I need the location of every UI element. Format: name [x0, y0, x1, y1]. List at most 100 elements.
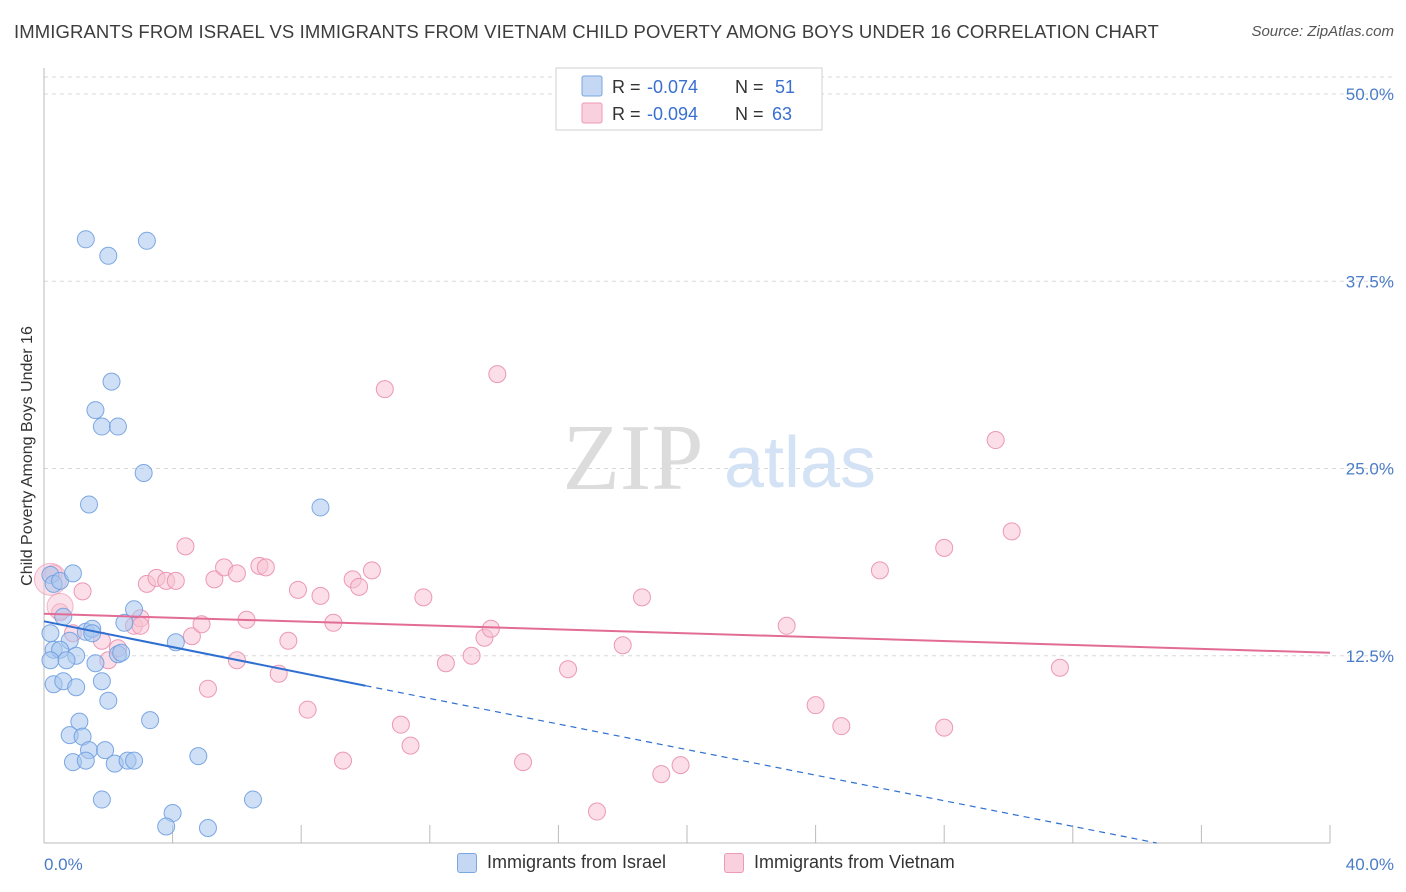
vietnam-point-58 — [1002, 522, 1021, 541]
vietnam-point-13 — [166, 571, 185, 590]
israel-point-21 — [83, 624, 102, 643]
legend-vietnam-r-label: R = — [612, 104, 641, 124]
israel-point-20 — [92, 672, 111, 691]
vietnam-point-14 — [176, 537, 195, 556]
vietnam-point-27 — [288, 580, 307, 599]
trendlines — [43, 612, 1331, 844]
israel-point-22 — [125, 600, 144, 619]
chart-title: IMMIGRANTS FROM ISRAEL VS IMMIGRANTS FRO… — [14, 21, 1159, 42]
vietnam-point-38 — [414, 588, 433, 607]
vietnam-point-57 — [986, 431, 1005, 450]
israel-point-13 — [57, 651, 76, 670]
israel-point-50 — [243, 790, 262, 809]
legend-swatch-israel — [581, 75, 603, 97]
vietnam-point-24 — [256, 558, 275, 577]
legend-swatch-vietnam-bottom — [724, 852, 744, 873]
israel-point-51 — [157, 817, 176, 836]
source-label: Source: ZipAtlas.com — [1251, 23, 1394, 40]
israel-point-14 — [86, 654, 105, 673]
vietnam-point-56 — [935, 538, 954, 557]
y-tick-label-2: 37.5% — [1346, 272, 1394, 291]
series-legend: Immigrants from Israel Immigrants from V… — [0, 852, 1406, 878]
vietnam-point-48 — [632, 588, 651, 607]
israel-point-5 — [41, 624, 60, 643]
israel-point-4 — [54, 607, 73, 626]
legend-israel-r-label: R = — [612, 77, 641, 97]
israel-point-46 — [125, 751, 144, 770]
y-tick-label-1: 25.0% — [1346, 460, 1394, 479]
vietnam-point-59 — [1050, 658, 1069, 677]
israel-point-33 — [137, 231, 156, 250]
israel-point-32 — [99, 246, 118, 265]
israel-trendline-extension — [365, 685, 1157, 844]
vietnam-point-33 — [350, 577, 369, 596]
watermark-atlas: atlas — [724, 423, 876, 503]
israel-point-26 — [86, 401, 105, 420]
vietnam-point-55 — [935, 718, 954, 737]
israel-point-43 — [76, 751, 95, 770]
vietnam-point-15 — [182, 627, 201, 646]
israel-point-48 — [92, 790, 111, 809]
vietnam-point-54 — [870, 561, 889, 580]
israel-point-30 — [134, 463, 153, 482]
israel-point-47 — [189, 747, 208, 766]
vietnam-point-34 — [362, 561, 381, 580]
x-tick-label-min: 0.0% — [44, 855, 83, 874]
legend-item-israel: Immigrants from Israel — [457, 852, 666, 873]
x-tick-label-max: 40.0% — [1346, 855, 1394, 874]
y-tick-label-0: 12.5% — [1346, 647, 1394, 666]
vietnam-point-20 — [227, 564, 246, 583]
legend-vietnam-n-label: N = — [735, 104, 764, 124]
vietnam-point-47 — [613, 636, 632, 655]
legend-item-vietnam: Immigrants from Vietnam — [724, 852, 955, 873]
vietnam-point-39 — [436, 654, 455, 673]
israel-point-3 — [63, 564, 82, 583]
watermark: ZIP atlas — [563, 406, 877, 510]
vietnam-point-50 — [671, 756, 690, 775]
vietnam-point-17 — [198, 679, 217, 698]
vietnam-point-40 — [462, 646, 481, 665]
legend-vietnam-n-value: 63 — [772, 104, 792, 124]
legend-israel-n-value: 51 — [775, 77, 795, 97]
israel-point-29 — [102, 372, 121, 391]
series-vietnam-points — [33, 365, 1069, 821]
vietnam-point-43 — [488, 365, 507, 384]
israel-point-17 — [67, 678, 86, 697]
vietnam-point-53 — [832, 717, 851, 736]
vietnam-point-37 — [401, 736, 420, 755]
israel-point-52 — [198, 819, 217, 838]
vietnam-point-28 — [298, 700, 317, 719]
vietnam-point-35 — [375, 380, 394, 399]
y-tick-labels: 12.5% 25.0% 37.5% 50.0% — [1346, 85, 1394, 666]
legend-label-israel: Immigrants from Israel — [487, 852, 667, 872]
y-tick-label-3: 50.0% — [1346, 85, 1394, 104]
vietnam-point-18 — [205, 570, 224, 589]
vietnam-point-49 — [652, 765, 671, 784]
vietnam-point-9 — [131, 616, 150, 635]
watermark-zip: ZIP — [563, 406, 704, 510]
israel-point-39 — [96, 741, 115, 760]
israel-point-31 — [76, 230, 95, 249]
israel-point-27 — [92, 417, 111, 436]
vietnam-point-36 — [391, 715, 410, 734]
gridlines — [44, 76, 1392, 657]
israel-point-28 — [108, 417, 127, 436]
vietnam-point-51 — [777, 616, 796, 635]
vietnam-point-3 — [73, 582, 92, 601]
vietnam-trendline — [43, 612, 1331, 654]
legend-label-vietnam: Immigrants from Vietnam — [754, 852, 955, 872]
correlation-legend: R = -0.074 N = 51 R = -0.094 N = 63 — [555, 67, 823, 131]
vietnam-point-42 — [481, 619, 500, 638]
vietnam-point-52 — [806, 696, 825, 715]
legend-swatch-vietnam — [581, 102, 603, 124]
vietnam-point-44 — [514, 753, 533, 772]
israel-point-34 — [311, 498, 330, 517]
israel-trendline — [43, 620, 366, 687]
vietnam-point-31 — [333, 751, 352, 770]
legend-israel-n-label: N = — [735, 77, 764, 97]
legend-israel-r-value: -0.074 — [647, 77, 698, 97]
israel-point-24 — [115, 613, 134, 632]
axes — [43, 68, 1331, 844]
legend-swatch-israel-bottom — [457, 852, 477, 873]
